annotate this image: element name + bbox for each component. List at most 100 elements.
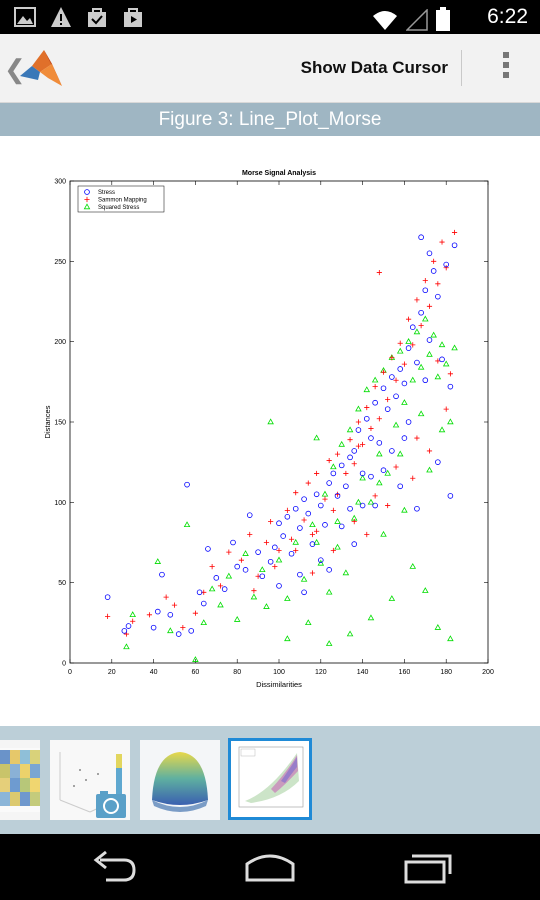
data-point-triangle [442, 360, 450, 367]
data-point-triangle [417, 363, 425, 370]
data-point-plus [360, 441, 366, 448]
data-point-triangle [434, 373, 442, 380]
data-point-triangle [321, 490, 329, 497]
data-point-plus [426, 303, 433, 309]
data-point-circle [297, 571, 303, 578]
figure-thumbnail-strip [0, 726, 540, 834]
matlab-logo-icon[interactable] [18, 46, 64, 92]
y-tick-label: 100 [54, 500, 66, 507]
data-point-plus [368, 425, 374, 432]
data-point-plus [414, 297, 420, 303]
x-tick-label: 200 [482, 669, 494, 676]
data-point-circle [205, 546, 211, 552]
data-point-circle [426, 337, 433, 343]
legend-marker [83, 203, 91, 210]
heatmap-thumbnail[interactable] [0, 740, 40, 820]
data-point-plus [385, 396, 391, 403]
x-tick-label: 0 [68, 669, 72, 676]
data-point-plus [305, 480, 311, 486]
scatter-chart[interactable]: Morse Signal Analysis 0 20 40 60 80 100 120 140 1… [0, 136, 540, 726]
data-point-triangle [355, 498, 362, 505]
data-point-triangle [367, 498, 375, 505]
figure-canvas[interactable]: Morse Signal Analysis 0 20 40 60 80 100 120 140 1… [0, 136, 540, 726]
status-bar: 6:22 [0, 0, 540, 34]
data-point-triangle [208, 585, 216, 592]
data-point-circle [280, 533, 286, 539]
data-point-plus [105, 613, 111, 620]
data-point-circle [435, 293, 441, 300]
data-point-plus [372, 493, 378, 499]
data-point-plus [314, 470, 320, 477]
chevron-left-icon[interactable]: ❮ [4, 54, 26, 84]
x-axis-label: Dissimilarities [256, 680, 302, 689]
overflow-menu-icon[interactable] [500, 52, 512, 86]
play-store-icon [122, 6, 144, 28]
data-point-circle [230, 539, 236, 546]
x-tick-label: 160 [399, 669, 411, 676]
legend-entry: Stress [98, 190, 115, 196]
data-point-circle [301, 589, 307, 596]
data-point-circle [426, 250, 433, 257]
data-point-plus [293, 547, 299, 554]
data-point-plus [364, 531, 370, 538]
data-point-plus [410, 475, 416, 481]
back-icon[interactable] [88, 850, 138, 889]
data-point-triangle [225, 572, 233, 579]
data-point-circle [401, 435, 408, 441]
data-point-plus [347, 437, 353, 443]
show-data-cursor-button[interactable]: Show Data Cursor [300, 58, 448, 77]
data-point-plus [380, 369, 387, 375]
data-point-circle [447, 383, 454, 390]
data-point-circle [301, 496, 307, 502]
x-tick-label: 180 [440, 669, 452, 676]
y-tick-label: 250 [54, 259, 66, 266]
data-point-circle [435, 459, 441, 465]
data-point-circle [380, 467, 387, 474]
data-point-circle [188, 628, 195, 634]
data-point-triangle [292, 538, 300, 545]
x-tick-label: 60 [192, 669, 200, 676]
data-point-plus [146, 612, 153, 618]
data-point-plus [385, 502, 391, 509]
data-point-plus [393, 377, 399, 383]
status-time: 6:22 [487, 5, 528, 28]
data-point-triangle [338, 440, 345, 447]
data-point-circle [355, 427, 362, 433]
data-point-plus [418, 323, 424, 329]
data-point-triangle [413, 328, 421, 335]
data-point-triangle [396, 450, 404, 457]
data-point-triangle [334, 543, 341, 550]
recent-apps-icon[interactable] [402, 850, 454, 889]
data-point-triangle [233, 616, 241, 622]
data-point-circle [368, 473, 374, 480]
data-point-circle [422, 377, 429, 384]
data-point-triangle [217, 601, 224, 608]
morse-scatter-thumbnail[interactable] [228, 738, 312, 820]
data-point-triangle [422, 587, 429, 593]
data-point-circle [430, 268, 437, 274]
cell-signal-icon [405, 8, 428, 36]
data-point-triangle [313, 434, 320, 441]
data-point-circle [376, 440, 383, 446]
data-point-circle [338, 462, 345, 469]
y-tick-label: 50 [58, 580, 66, 587]
data-point-triangle [426, 350, 433, 357]
data-point-circle [422, 287, 429, 294]
surface-thumbnail[interactable] [140, 740, 220, 820]
data-point-circle [443, 261, 450, 268]
scatter3-thumbnail[interactable] [50, 740, 130, 820]
data-point-circle [363, 415, 370, 422]
y-tick-label: 300 [54, 179, 66, 186]
data-point-triangle [346, 426, 354, 433]
data-point-plus [268, 519, 274, 525]
home-icon[interactable] [243, 850, 297, 889]
data-point-plus [343, 470, 349, 477]
data-point-circle [397, 366, 404, 372]
data-point-triangle [355, 405, 362, 412]
data-point-circle [409, 324, 416, 331]
data-point-circle [380, 385, 387, 392]
plot-frame [69, 180, 489, 664]
data-point-circle [213, 575, 220, 581]
data-point-circle [326, 480, 332, 486]
data-point-triangle [363, 386, 371, 393]
